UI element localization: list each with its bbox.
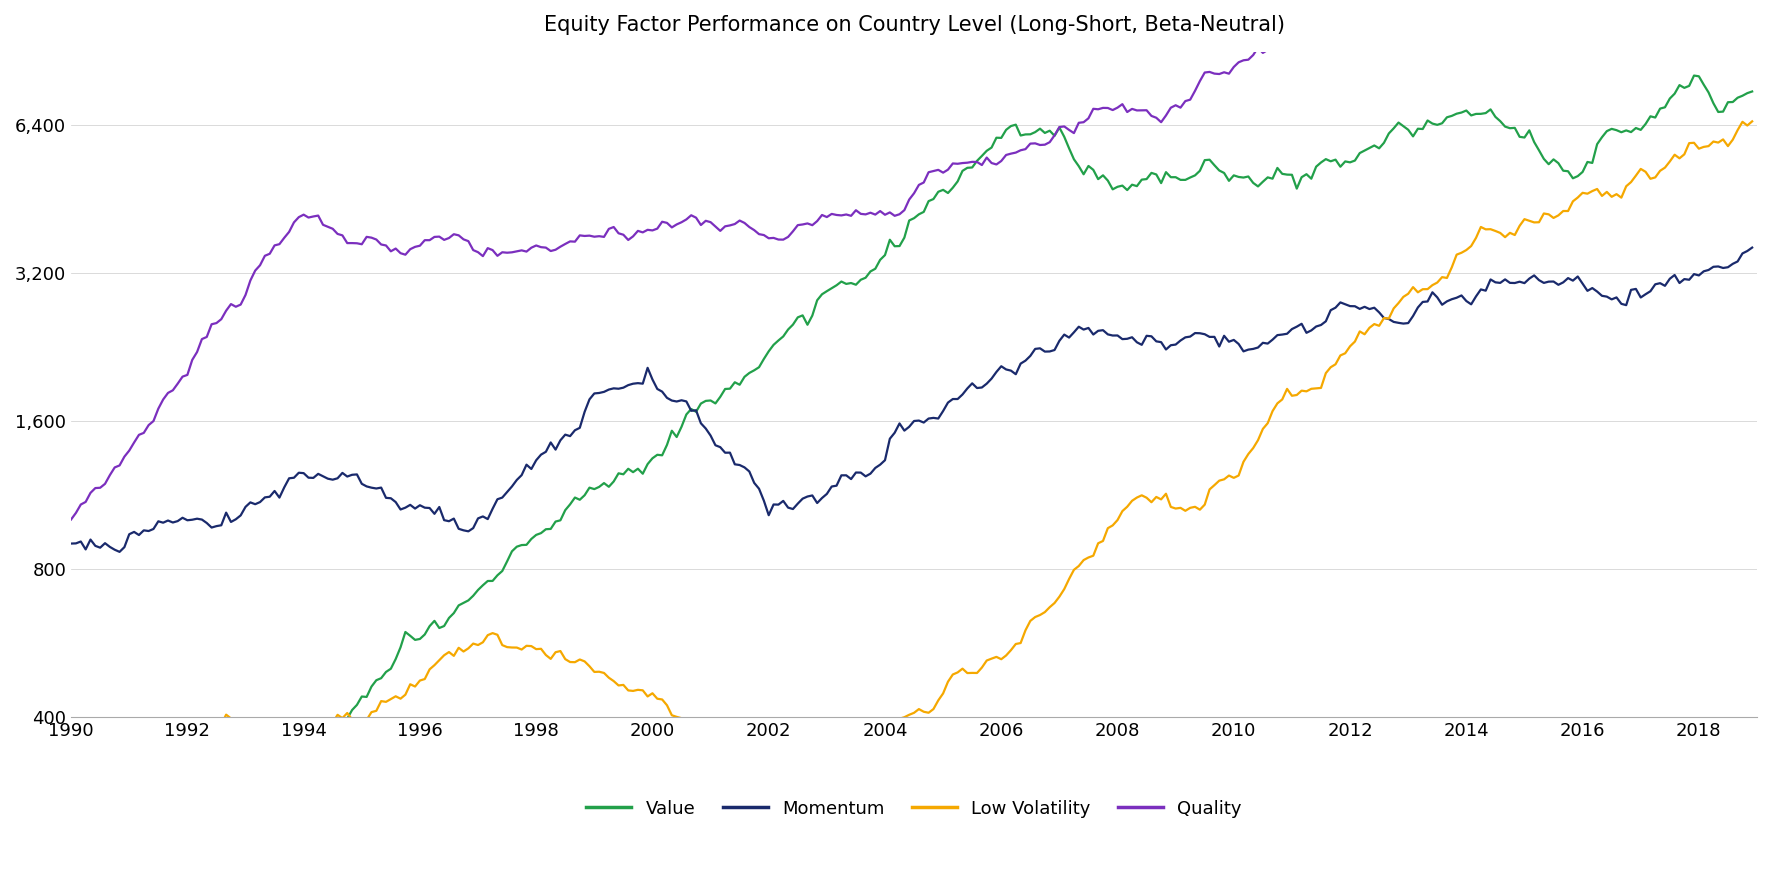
- Value: [672, 422, 693, 432]
- Momentum: [672, 395, 693, 406]
- Momentum: [966, 383, 987, 393]
- Value: [147, 864, 168, 874]
- Low Volatility: [812, 786, 833, 797]
- Title: Equity Factor Performance on Country Level (Long-Short, Beta-Neutral): Equity Factor Performance on Country Lev…: [544, 15, 1285, 35]
- Momentum: [594, 386, 615, 397]
- Line: Quality: Quality: [71, 0, 1753, 519]
- Value: [60, 785, 82, 796]
- Momentum: [60, 538, 82, 548]
- Momentum: [521, 463, 542, 474]
- Quality: [1194, 67, 1216, 78]
- Value: [1200, 154, 1221, 165]
- Low Volatility: [516, 641, 537, 651]
- Momentum: [108, 547, 129, 557]
- Momentum: [1200, 331, 1221, 342]
- Value: [1683, 70, 1705, 81]
- Value: [966, 156, 987, 167]
- Momentum: [1742, 242, 1763, 253]
- Line: Value: Value: [71, 75, 1753, 869]
- Low Volatility: [588, 666, 610, 677]
- Value: [859, 266, 881, 276]
- Value: [521, 533, 542, 544]
- Legend: Value, Momentum, Low Volatility, Quality: Value, Momentum, Low Volatility, Quality: [579, 793, 1249, 825]
- Low Volatility: [666, 711, 688, 722]
- Low Volatility: [966, 668, 987, 679]
- Value: [594, 478, 615, 488]
- Low Volatility: [1742, 116, 1763, 127]
- Quality: [60, 514, 82, 525]
- Low Volatility: [1200, 484, 1221, 494]
- Quality: [516, 246, 537, 257]
- Quality: [962, 157, 983, 167]
- Quality: [854, 209, 875, 220]
- Line: Low Volatility: Low Volatility: [71, 121, 1753, 791]
- Line: Momentum: Momentum: [71, 247, 1753, 552]
- Low Volatility: [859, 739, 881, 750]
- Momentum: [859, 469, 881, 479]
- Quality: [666, 219, 688, 229]
- Value: [1742, 86, 1763, 97]
- Low Volatility: [60, 753, 82, 764]
- Quality: [588, 231, 610, 242]
